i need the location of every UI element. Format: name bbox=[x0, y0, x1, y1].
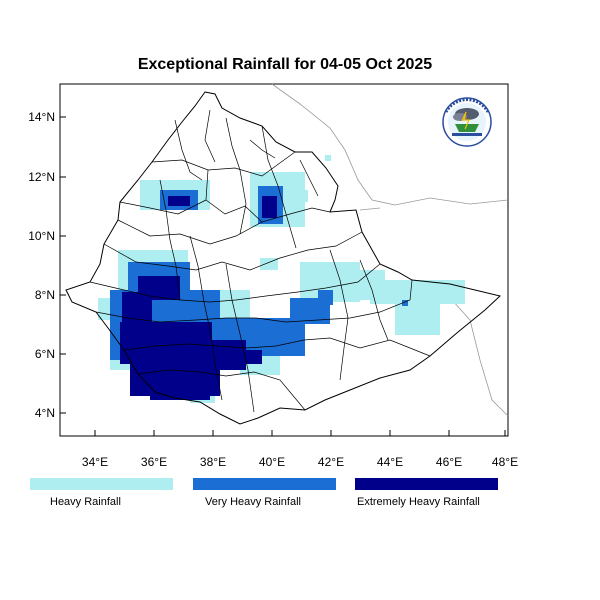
x-tick-label: 40°E bbox=[259, 455, 285, 469]
x-tick-label: 36°E bbox=[141, 455, 167, 469]
x-tick-label: 48°E bbox=[492, 455, 518, 469]
y-tick-label: 10°N bbox=[28, 229, 55, 243]
y-tick-label: 8°N bbox=[35, 288, 55, 302]
x-tick-label: 34°E bbox=[82, 455, 108, 469]
y-axis-labels: 14°N 12°N 10°N 8°N 6°N 4°N bbox=[28, 110, 55, 420]
legend-swatch-heavy bbox=[30, 478, 173, 490]
x-tick-label: 42°E bbox=[318, 455, 344, 469]
legend-swatch-very-heavy bbox=[193, 478, 336, 490]
map-title: Exceptional Rainfall for 04-05 Oct 2025 bbox=[137, 56, 433, 73]
x-axis-labels: 34°E 36°E 38°E 40°E 42°E 44°E 46°E 48°E bbox=[82, 455, 518, 469]
institute-logo bbox=[442, 97, 492, 147]
y-tick-label: 14°N bbox=[28, 110, 55, 124]
legend-label-extreme: Extremely Heavy Rainfall bbox=[357, 496, 480, 508]
legend-swatch-extreme bbox=[355, 478, 498, 490]
admin-boundaries bbox=[89, 109, 431, 413]
legend-label-heavy: Heavy Rainfall bbox=[50, 496, 121, 508]
y-tick-label: 12°N bbox=[28, 170, 55, 184]
plot-frame bbox=[59, 83, 509, 437]
x-tick-label: 38°E bbox=[200, 455, 226, 469]
extreme-rainfall-areas bbox=[120, 196, 277, 400]
x-tick-label: 44°E bbox=[377, 455, 403, 469]
y-tick-label: 4°N bbox=[35, 406, 55, 420]
neighbour-borders bbox=[271, 83, 509, 417]
axis-ticks bbox=[60, 116, 506, 436]
y-tick-label: 6°N bbox=[35, 347, 55, 361]
country-outline bbox=[65, 91, 502, 425]
x-tick-label: 46°E bbox=[436, 455, 462, 469]
legend-label-very-heavy: Very Heavy Rainfall bbox=[205, 496, 301, 508]
